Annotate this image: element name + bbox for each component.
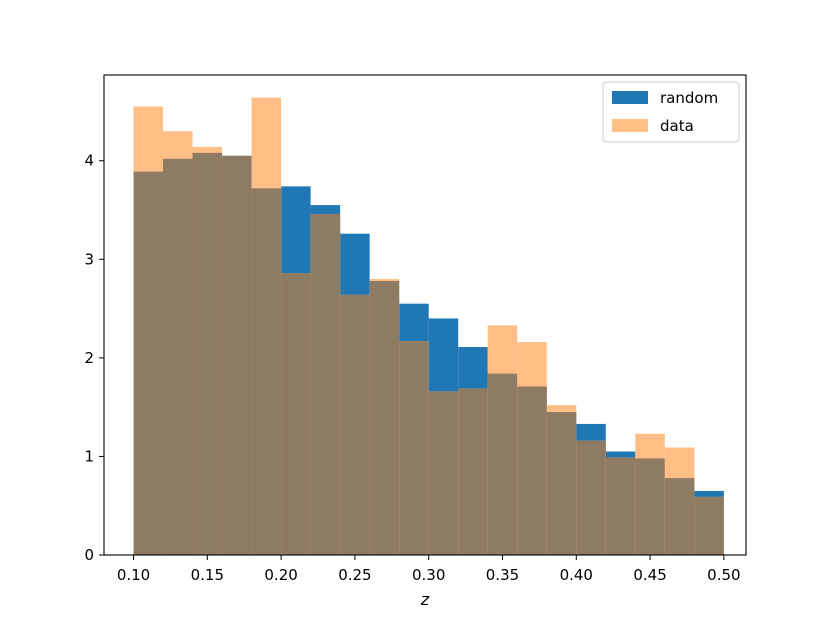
bar-overlap-19 — [694, 496, 724, 555]
bars-layer — [133, 97, 724, 556]
bar-overlap-1 — [163, 158, 193, 555]
bar-overlap-13 — [517, 386, 547, 555]
legend: random data — [602, 81, 740, 143]
x-tick-label-0: 0.10 — [117, 566, 150, 584]
bar-overlap-15 — [576, 440, 606, 555]
y-tick-label-0: 0 — [84, 546, 94, 564]
x-tick-label-7: 0.45 — [633, 566, 666, 584]
bar-overlap-14 — [546, 412, 577, 555]
y-tick-label-2: 2 — [84, 349, 94, 367]
x-tick-label-3: 0.25 — [338, 566, 371, 584]
y-tick-label-4: 4 — [84, 152, 94, 170]
y-axis: 0 1 2 3 4 — [84, 152, 104, 564]
y-tick-label-1: 1 — [84, 447, 94, 465]
legend-swatch-random — [612, 91, 648, 104]
x-axis-label: z — [420, 590, 430, 609]
bar-overlap-5 — [281, 273, 311, 555]
x-tick-label-1: 0.15 — [191, 566, 224, 584]
bar-overlap-0 — [133, 171, 164, 555]
bar-overlap-12 — [487, 373, 518, 555]
x-tick-label-5: 0.35 — [486, 566, 519, 584]
x-tick-label-2: 0.20 — [264, 566, 297, 584]
bar-overlap-11 — [458, 388, 488, 555]
x-axis: 0.10 0.15 0.20 0.25 0.30 0.35 0.40 0.45 0.50 — [117, 555, 741, 584]
bar-overlap-6 — [310, 213, 341, 555]
x-tick-label-6: 0.40 — [560, 566, 593, 584]
legend-label-data: data — [660, 117, 694, 135]
legend-swatch-data — [612, 119, 648, 132]
bar-overlap-8 — [369, 280, 400, 555]
bar-overlap-17 — [635, 458, 665, 555]
y-tick-label-3: 3 — [84, 250, 94, 268]
legend-label-random: random — [660, 89, 718, 107]
bar-overlap-4 — [251, 188, 282, 555]
bar-overlap-9 — [399, 341, 429, 555]
bar-overlap-2 — [192, 152, 223, 555]
x-tick-label-8: 0.50 — [707, 566, 740, 584]
bar-overlap-7 — [340, 294, 370, 555]
bar-overlap-10 — [428, 391, 459, 555]
bar-overlap-16 — [605, 457, 636, 555]
x-tick-label-4: 0.30 — [412, 566, 445, 584]
plot-frame — [103, 74, 747, 556]
bar-overlap-3 — [222, 155, 252, 555]
bar-overlap-18 — [664, 478, 695, 555]
